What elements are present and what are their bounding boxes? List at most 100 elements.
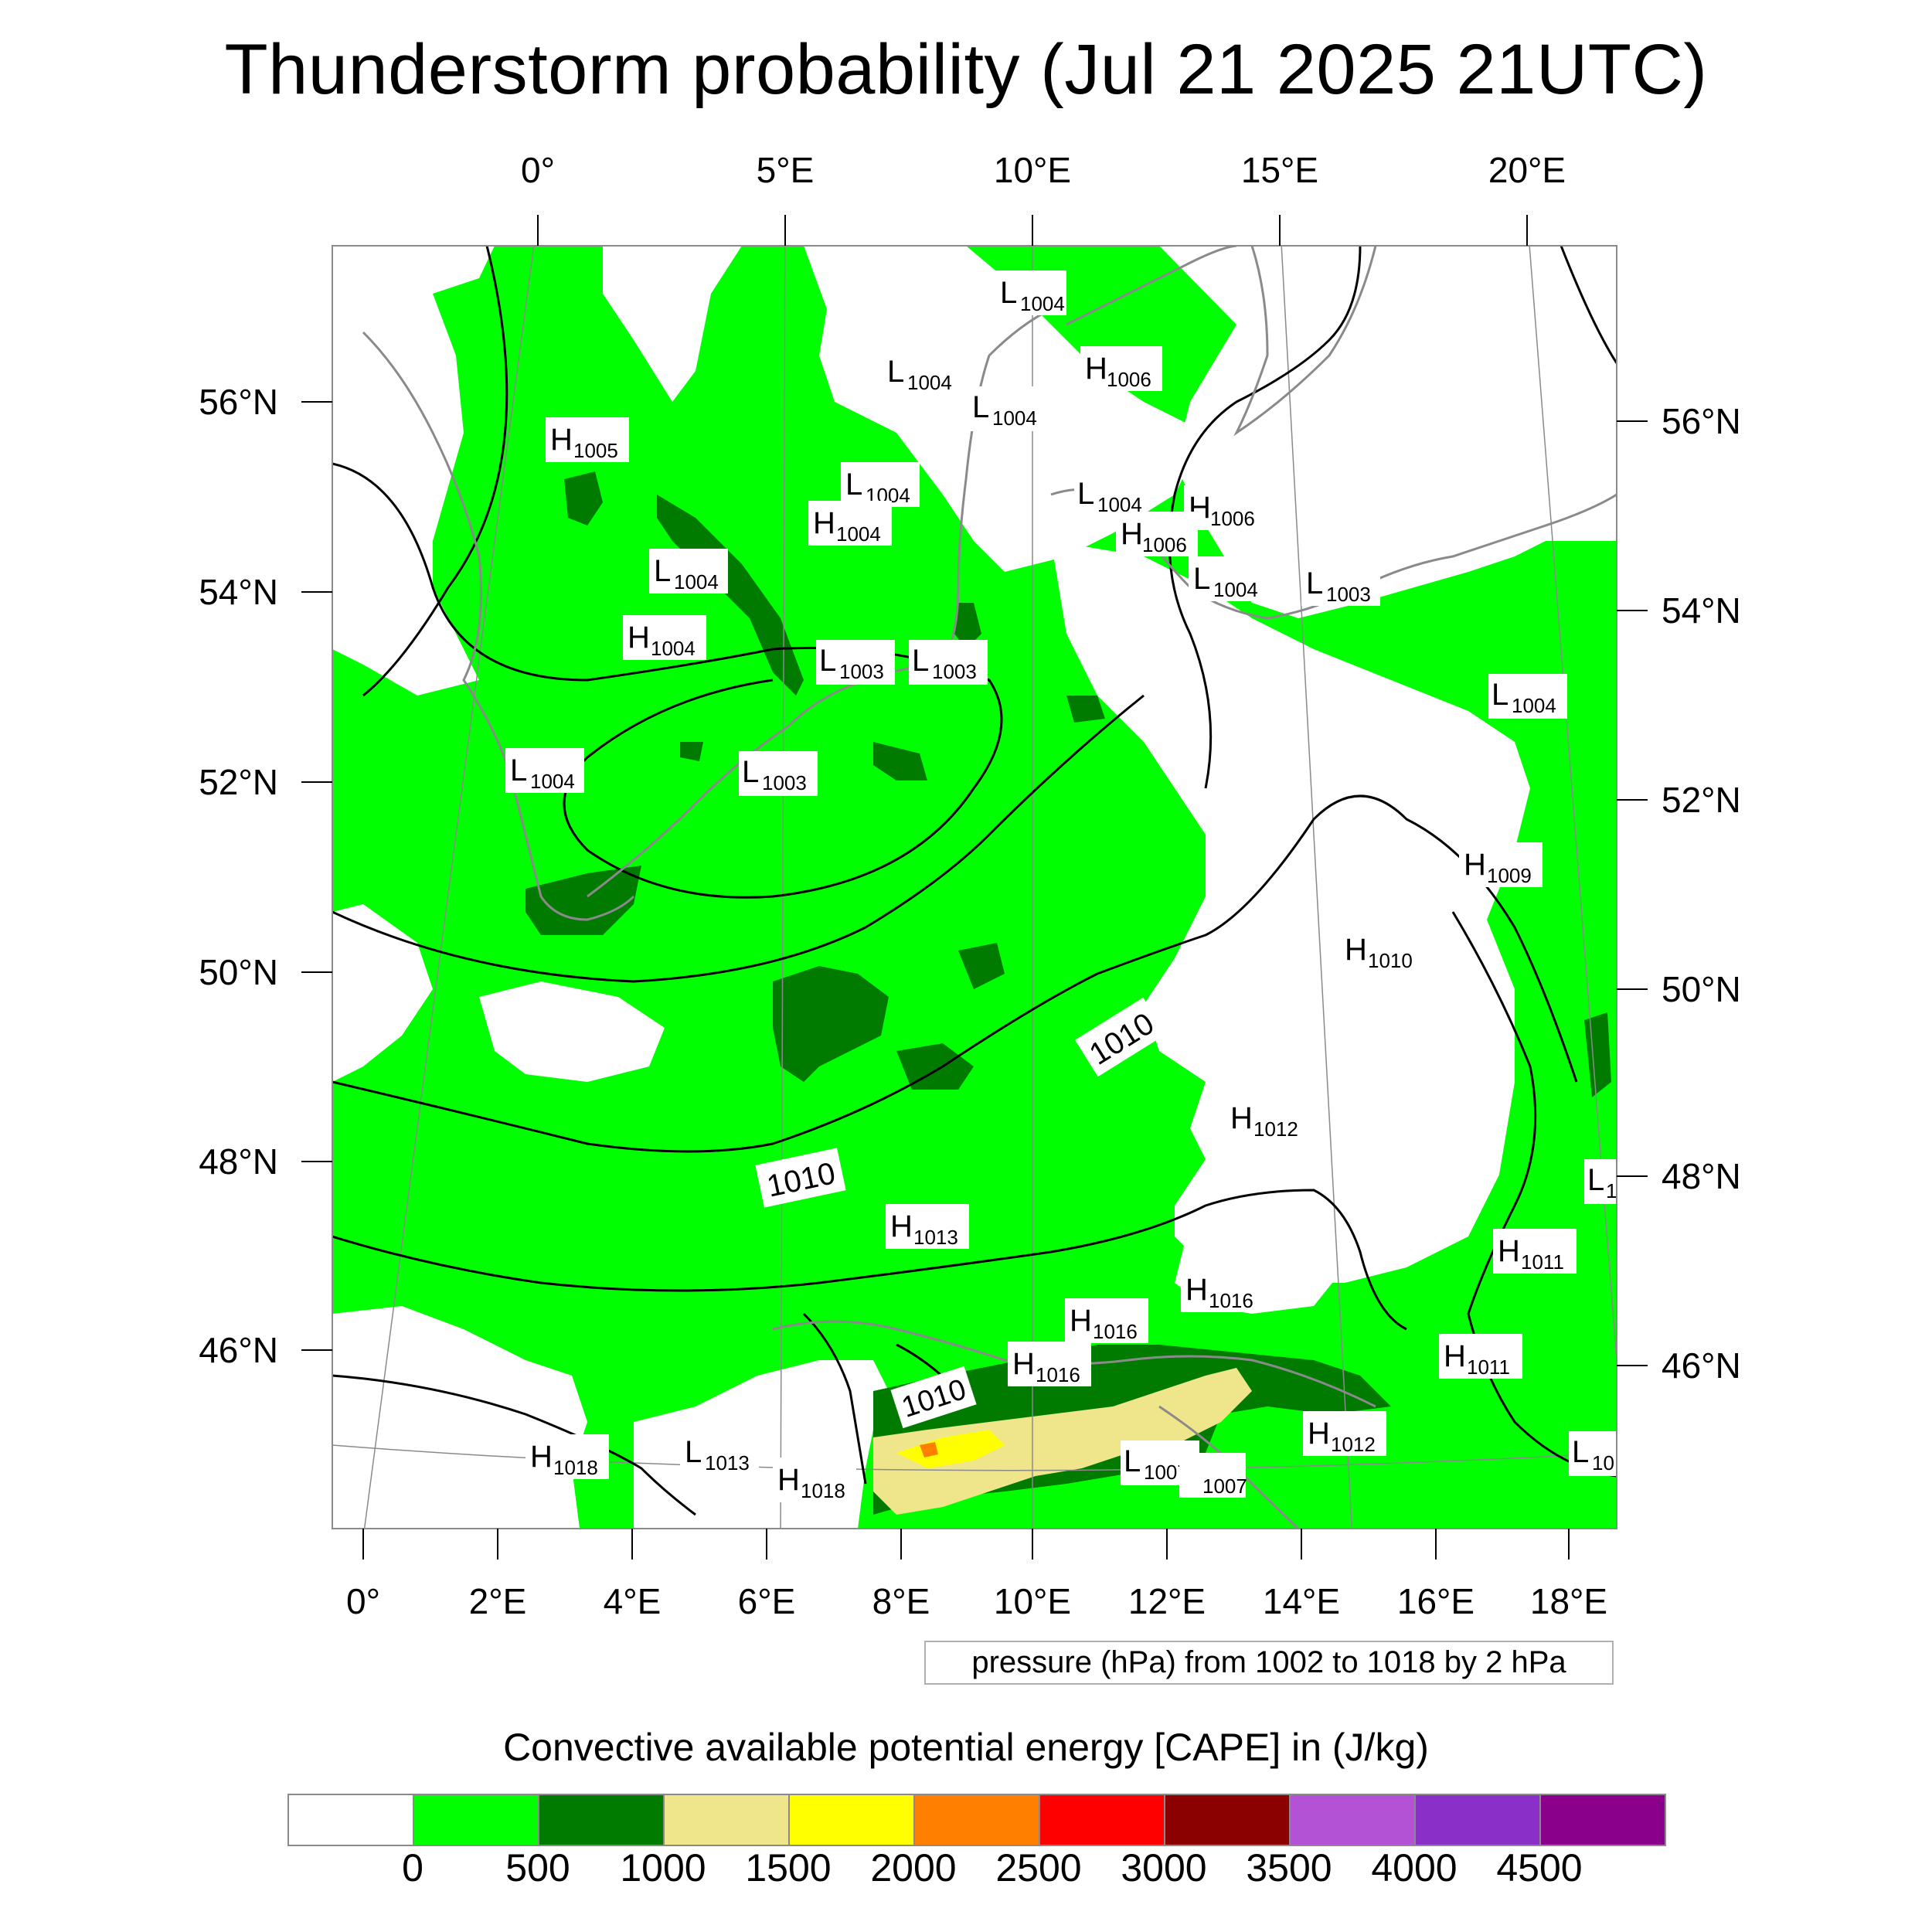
pressure-center-value: 1004 <box>1512 694 1556 717</box>
pressure-center-letter: L <box>972 390 989 424</box>
pressure-center-4: L 1004 <box>969 386 1046 431</box>
pressure-center-labels: L 1004 L 1004 H 1006 L 1004 H 1005 L 1004 H 100… <box>505 270 1617 1502</box>
pressure-center-24: H 1013 <box>886 1204 969 1249</box>
colorbar-swatch <box>287 1794 414 1846</box>
pressure-center-letter: H <box>777 1463 800 1497</box>
dark-green-patch-4 <box>1066 696 1105 723</box>
top-tick-label: 15°E <box>1241 150 1318 190</box>
pressure-center-value: 10 <box>1592 1451 1614 1475</box>
pressure-center-value: 1010 <box>1368 949 1413 972</box>
left-tick-label: 52°N <box>199 762 278 802</box>
pressure-center-17: L 1004 <box>1488 674 1567 719</box>
pressure-center-11: L 1004 <box>649 549 728 594</box>
colorbar-swatch <box>1164 1794 1291 1846</box>
pressure-center-letter: H <box>530 1440 553 1474</box>
pressure-center-value: 1004 <box>1213 578 1258 601</box>
pressure-center-value: 1003 <box>932 660 977 683</box>
colorbar-swatch <box>1289 1794 1416 1846</box>
coast-uk <box>362 331 635 921</box>
pressure-center-letter: H <box>1185 1273 1208 1307</box>
colorbar-label: 0 <box>402 1846 423 1889</box>
pressure-center-value: 1006 <box>1107 368 1151 391</box>
isobar-1 <box>362 246 509 697</box>
pressure-center-value: 1004 <box>651 637 696 660</box>
top-tick-label: 10°E <box>994 150 1071 190</box>
pressure-center-value: 1003 <box>839 660 884 683</box>
pressure-center-value: 1004 <box>836 522 881 546</box>
pressure-center-25: H 1011 <box>1493 1229 1577 1274</box>
pressure-center-letter: H <box>1464 848 1486 882</box>
left-tick-label: 54°N <box>199 572 278 612</box>
pressure-info-box: pressure (hPa) from 1002 to 1018 by 2 hP… <box>924 1641 1614 1685</box>
colorbar-label: 4500 <box>1496 1846 1582 1889</box>
pressure-center-value: 1018 <box>553 1456 598 1479</box>
pressure-center-8: L 1004 <box>1074 473 1145 518</box>
dark-green-patch-2 <box>657 495 804 696</box>
pressure-center-13: L 1004 <box>1189 556 1267 601</box>
pressure-center-36: L 10 <box>1569 1431 1617 1476</box>
pressure-center-letter: H <box>890 1209 913 1243</box>
dark-green-patch-9 <box>896 1043 974 1090</box>
map-panel: L 1004 L 1004 H 1006 L 1004 H 1005 L 1004 H 100… <box>332 245 1617 1529</box>
pressure-center-value: 1012 <box>1253 1117 1298 1141</box>
pressure-center-value: 1007 <box>1202 1475 1247 1498</box>
map-title: Thunderstorm probability (Jul 21 2025 21… <box>224 30 1708 109</box>
pressure-center-letter: H <box>1345 933 1367 967</box>
dark-green-patch-8 <box>773 966 889 1082</box>
pressure-center-letter: L <box>1572 1435 1589 1469</box>
pressure-center-letter: H <box>1308 1417 1330 1451</box>
isobar-6 <box>332 1374 696 1516</box>
cape-orange-spot <box>920 1442 938 1458</box>
dark-green-patch-3 <box>954 603 981 649</box>
pressure-center-letter: L <box>1492 678 1509 712</box>
pressure-center-letter: L <box>819 644 836 678</box>
axis-ticks <box>301 215 1648 1560</box>
coast-scandinavia <box>1066 246 1237 326</box>
left-tick-label: 56°N <box>199 382 278 422</box>
colorbar-label: 1500 <box>745 1846 831 1889</box>
colorbar-label: 2500 <box>995 1846 1081 1889</box>
pressure-center-32: H 1018 <box>773 1458 856 1502</box>
isobar-2 <box>332 462 1003 899</box>
bottom-tick-label: 6°E <box>738 1581 796 1621</box>
pressure-center-letter: L <box>912 644 929 678</box>
pressure-center-letter: L <box>1306 566 1323 600</box>
pressure-center-letter: L <box>654 554 671 588</box>
white-region-france <box>479 981 665 1082</box>
pressure-center-letter: L <box>845 468 862 502</box>
colorbar-swatch <box>913 1794 1040 1846</box>
pressure-center-18: L 1004 <box>505 748 584 793</box>
pressure-center-letter: L <box>1587 1163 1604 1197</box>
cape-yellow-region <box>896 1430 1005 1468</box>
pressure-center-letter: H <box>628 621 650 655</box>
pressure-center-15: L 1003 <box>816 640 895 685</box>
colorbar-boxes <box>287 1794 1666 1846</box>
cape-khaki-region <box>873 1368 1252 1515</box>
isobar-5 <box>332 1189 1407 1331</box>
colorbar-swatch <box>1539 1794 1666 1846</box>
pressure-center-value: 1012 <box>1331 1433 1376 1456</box>
pressure-center-letter: H <box>1444 1339 1466 1373</box>
pressure-center-value: 1013 <box>913 1226 958 1249</box>
graticule <box>332 246 1617 1529</box>
bottom-tick-label: 14°E <box>1263 1581 1340 1621</box>
isobar-3 <box>332 694 1145 983</box>
pressure-center-letter: H <box>1230 1101 1253 1135</box>
colorbar-swatch <box>538 1794 665 1846</box>
pressure-center-33: H 1012 <box>1303 1411 1386 1456</box>
right-axis-labels: 56°N 54°N 52°N 50°N 48°N 46°N <box>1662 401 1741 1386</box>
bottom-axis-labels: 0° 2°E 4°E 6°E 8°E 10°E 12°E 14°E 16°E 1… <box>346 1581 1607 1621</box>
pressure-center-value: 1016 <box>1036 1363 1080 1386</box>
pressure-center-14: H 1004 <box>623 615 706 660</box>
pressure-center-letter: L <box>510 753 527 787</box>
right-tick-label: 54°N <box>1662 590 1741 631</box>
colorbar-label: 3000 <box>1121 1846 1206 1889</box>
bottom-tick-label: 10°E <box>994 1581 1071 1621</box>
bottom-tick-label: 2°E <box>469 1581 527 1621</box>
pressure-center-value: 1003 <box>1326 583 1371 606</box>
white-region-northwest <box>332 246 495 696</box>
pressure-center-31: L 1013 <box>680 1430 759 1475</box>
colorbar-label: 2000 <box>870 1846 956 1889</box>
pressure-center-value: 1004 <box>907 371 952 394</box>
